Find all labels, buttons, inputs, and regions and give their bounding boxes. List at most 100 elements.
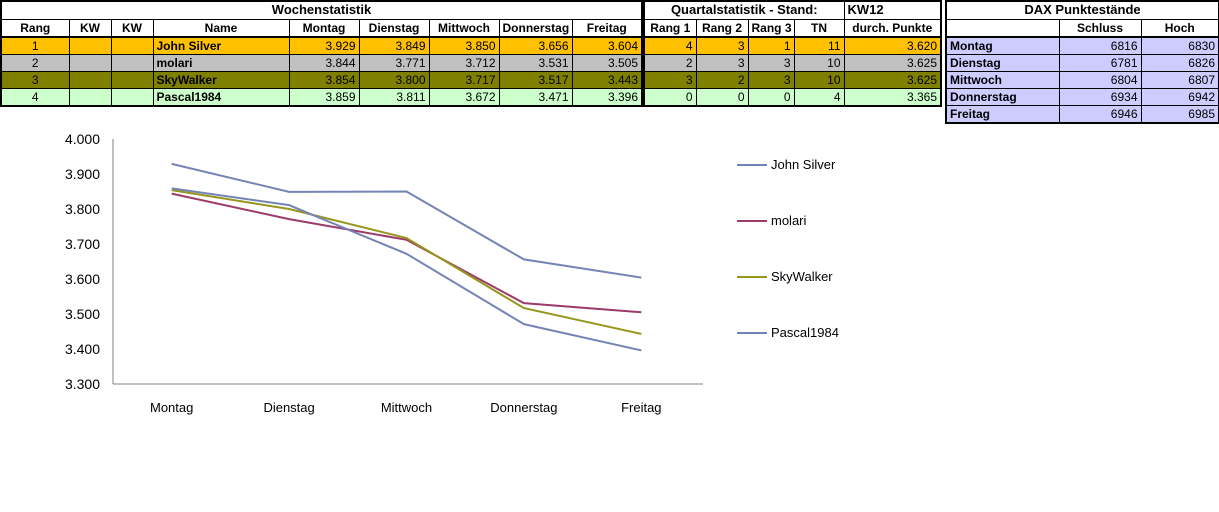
dax-hoch-cell[interactable]: 6826 bbox=[1140, 53, 1219, 72]
quartalstatistik-stand-cell[interactable]: KW12 bbox=[843, 0, 942, 20]
quartal-value-cell[interactable]: 3 bbox=[695, 53, 749, 72]
day-points-cell[interactable]: 3.471 bbox=[498, 87, 573, 106]
dax-hoch-cell[interactable]: 6807 bbox=[1140, 70, 1219, 89]
wochenstatistik-header-row: Rang KW KW Name Montag Dienstag Mittwoch Donner… bbox=[0, 18, 643, 38]
dax-schluss-cell[interactable]: 6804 bbox=[1058, 70, 1142, 89]
series-line-pascal1984[interactable] bbox=[171, 187, 642, 352]
day-points-cell[interactable]: 3.771 bbox=[358, 53, 430, 72]
quartal-value-cell[interactable]: 10 bbox=[793, 70, 845, 89]
quartal-value-cell[interactable]: 0 bbox=[747, 87, 795, 106]
dax-hoch-cell[interactable]: 6985 bbox=[1140, 104, 1219, 123]
dax-schluss-cell[interactable]: 6816 bbox=[1058, 36, 1142, 55]
quartal-value-cell[interactable]: 2 bbox=[695, 70, 749, 89]
quartal-value-cell[interactable]: 11 bbox=[793, 36, 845, 55]
day-points-cell[interactable]: 3.656 bbox=[498, 36, 573, 55]
player-name-cell[interactable]: molari bbox=[152, 53, 290, 72]
quartal-value-cell[interactable]: 3 bbox=[747, 53, 795, 72]
rang-cell[interactable]: 4 bbox=[0, 87, 70, 106]
kw-cell[interactable] bbox=[110, 36, 154, 55]
day-points-cell[interactable]: 3.396 bbox=[571, 87, 643, 106]
quartal-column-header[interactable]: Rang 1 bbox=[643, 18, 697, 38]
player-name-cell[interactable]: SkyWalker bbox=[152, 70, 290, 89]
dax-day-cell[interactable]: Donnerstag bbox=[945, 87, 1060, 106]
y-tick-label: 3.900 bbox=[65, 166, 100, 182]
day-points-cell[interactable]: 3.849 bbox=[358, 36, 430, 55]
x-category-label: Freitag bbox=[621, 400, 661, 415]
day-points-cell[interactable]: 3.443 bbox=[571, 70, 643, 89]
quartal-value-cell[interactable]: 10 bbox=[793, 53, 845, 72]
quartal-value-cell[interactable]: 3.625 bbox=[843, 70, 942, 89]
kw-cell[interactable] bbox=[68, 70, 112, 89]
quartal-column-header[interactable]: Rang 2 bbox=[695, 18, 749, 38]
quartal-value-cell[interactable]: 3.620 bbox=[843, 36, 942, 55]
rang-cell[interactable]: 3 bbox=[0, 70, 70, 89]
quartal-value-cell[interactable]: 0 bbox=[695, 87, 749, 106]
rang-cell[interactable]: 2 bbox=[0, 53, 70, 72]
quartal-column-header[interactable]: durch. Punkte bbox=[843, 18, 942, 38]
quartal-value-cell[interactable]: 4 bbox=[793, 87, 845, 106]
day-points-cell[interactable]: 3.604 bbox=[571, 36, 643, 55]
kw-cell[interactable] bbox=[110, 87, 154, 106]
dax-column-header[interactable]: Schluss bbox=[1058, 18, 1142, 38]
wochen-column-header[interactable]: Dienstag bbox=[358, 18, 430, 38]
quartal-value-cell[interactable]: 4 bbox=[643, 36, 697, 55]
series-line-skywalker[interactable] bbox=[171, 189, 642, 335]
day-points-cell[interactable]: 3.811 bbox=[358, 87, 430, 106]
wochen-column-header[interactable]: Freitag bbox=[571, 18, 643, 38]
series-line-john-silver[interactable] bbox=[171, 162, 642, 279]
dax-schluss-cell[interactable]: 6781 bbox=[1058, 53, 1142, 72]
quartal-value-cell[interactable]: 3.625 bbox=[843, 53, 942, 72]
series-line-molari[interactable] bbox=[171, 192, 642, 314]
quartal-value-cell[interactable]: 1 bbox=[747, 36, 795, 55]
player-name-cell[interactable]: Pascal1984 bbox=[152, 87, 290, 106]
dax-day-cell[interactable]: Freitag bbox=[945, 104, 1060, 123]
quartal-value-cell[interactable]: 2 bbox=[643, 53, 697, 72]
dax-day-cell[interactable]: Dienstag bbox=[945, 53, 1060, 72]
day-points-cell[interactable]: 3.850 bbox=[428, 36, 500, 55]
day-points-cell[interactable]: 3.517 bbox=[498, 70, 573, 89]
wochenstatistik-title-row: Wochenstatistik bbox=[0, 0, 643, 20]
dax-column-header[interactable]: Hoch bbox=[1140, 18, 1219, 38]
day-points-cell[interactable]: 3.531 bbox=[498, 53, 573, 72]
kw-cell[interactable] bbox=[110, 53, 154, 72]
dax-hoch-cell[interactable]: 6942 bbox=[1140, 87, 1219, 106]
kw-cell[interactable] bbox=[68, 36, 112, 55]
kw-cell[interactable] bbox=[68, 87, 112, 106]
quartal-column-header[interactable]: Rang 3 bbox=[747, 18, 795, 38]
day-points-cell[interactable]: 3.505 bbox=[571, 53, 643, 72]
wochen-column-header[interactable]: KW bbox=[110, 18, 154, 38]
wochen-column-header[interactable]: Mittwoch bbox=[428, 18, 500, 38]
wochen-column-header[interactable]: Montag bbox=[288, 18, 360, 38]
wochen-column-header[interactable]: Name bbox=[152, 18, 290, 38]
quartal-value-cell[interactable]: 3.365 bbox=[843, 87, 942, 106]
wochen-row: 4 Pascal1984 3.859 3.811 3.672 3.471 3.396 bbox=[0, 87, 643, 106]
player-name-cell[interactable]: John Silver bbox=[152, 36, 290, 55]
day-points-cell[interactable]: 3.717 bbox=[428, 70, 500, 89]
quartal-value-cell[interactable]: 3 bbox=[747, 70, 795, 89]
day-points-cell[interactable]: 3.712 bbox=[428, 53, 500, 72]
quartal-value-cell[interactable]: 3 bbox=[695, 36, 749, 55]
kw-cell[interactable] bbox=[110, 70, 154, 89]
day-points-cell[interactable]: 3.854 bbox=[288, 70, 360, 89]
wochen-column-header[interactable]: Rang bbox=[0, 18, 70, 38]
quartal-value-cell[interactable]: 0 bbox=[643, 87, 697, 106]
rang-cell[interactable]: 1 bbox=[0, 36, 70, 55]
quartal-column-header[interactable]: TN bbox=[793, 18, 845, 38]
day-points-cell[interactable]: 3.929 bbox=[288, 36, 360, 55]
dax-column-header[interactable] bbox=[945, 18, 1060, 38]
quartal-value-cell[interactable]: 3 bbox=[643, 70, 697, 89]
wochen-column-header[interactable]: Donnerstag bbox=[498, 18, 573, 38]
dax-schluss-cell[interactable]: 6946 bbox=[1058, 104, 1142, 123]
x-category-label: Mittwoch bbox=[381, 400, 432, 415]
day-points-cell[interactable]: 3.800 bbox=[358, 70, 430, 89]
day-points-cell[interactable]: 3.844 bbox=[288, 53, 360, 72]
dax-hoch-cell[interactable]: 6830 bbox=[1140, 36, 1219, 55]
dax-day-cell[interactable]: Mittwoch bbox=[945, 70, 1060, 89]
day-points-cell[interactable]: 3.859 bbox=[288, 87, 360, 106]
dax-day-cell[interactable]: Montag bbox=[945, 36, 1060, 55]
day-points-cell[interactable]: 3.672 bbox=[428, 87, 500, 106]
wochen-column-header[interactable]: KW bbox=[68, 18, 112, 38]
kw-cell[interactable] bbox=[68, 53, 112, 72]
dax-schluss-cell[interactable]: 6934 bbox=[1058, 87, 1142, 106]
